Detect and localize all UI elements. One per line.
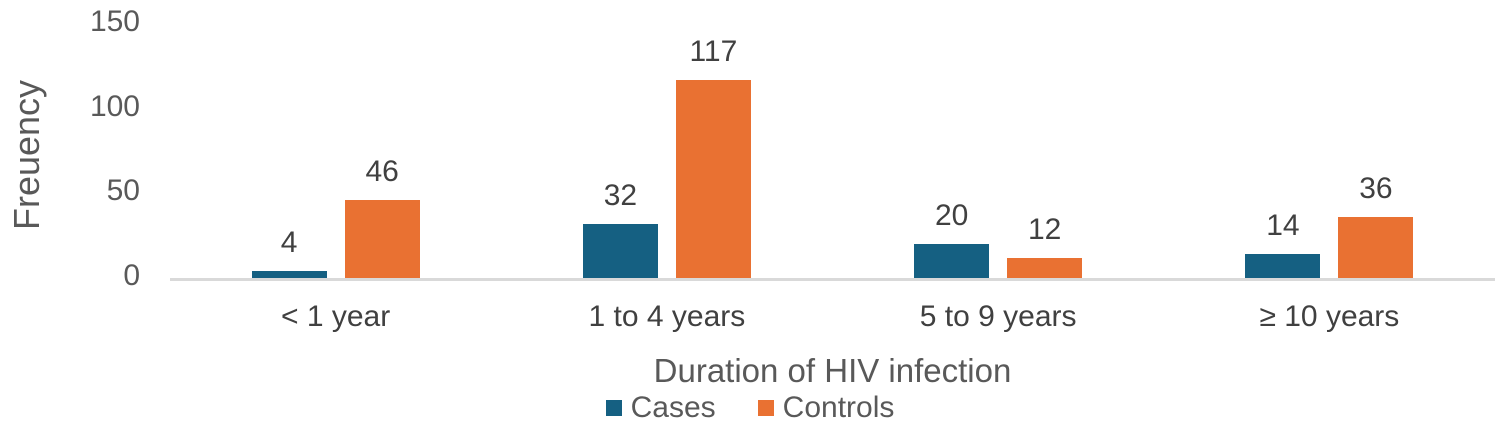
bar-with-label: 4 [251,226,327,278]
y-tick-label: 150 [89,5,140,38]
legend-item-controls: Controls [757,391,895,425]
x-axis-category-labels: < 1 year 1 to 4 years 5 to 9 years ≥ 10 yea… [170,300,1495,334]
bar-cases [1245,254,1321,278]
bar-cases [251,271,327,278]
bar-controls [344,200,420,278]
bar-controls [1338,217,1414,278]
plot-area: 4 46 32 117 20 12 14 36 [170,24,1495,281]
legend: Cases Controls [0,391,1500,425]
bar-group: 32 117 [501,36,832,278]
legend-label: Cases [630,391,716,424]
x-category-label: 1 to 4 years [588,300,746,333]
bar-with-label: 36 [1338,172,1414,278]
x-category-label: 5 to 9 years [919,300,1077,333]
legend-swatch-icon [605,400,622,416]
data-value-label: 32 [603,179,638,212]
data-value-label: 14 [1266,209,1300,242]
bar-with-label: 32 [582,179,658,278]
bar-cases [582,224,658,278]
data-value-label: 20 [934,199,969,232]
data-value-label: 36 [1359,172,1393,205]
y-tick-label: 0 [123,259,140,292]
x-category-label: ≥ 10 years [1259,300,1400,333]
bar-group: 20 12 [833,200,1164,278]
legend-item-cases: Cases [605,391,716,425]
data-value-label: 4 [280,226,298,259]
data-value-label: 12 [1027,213,1062,246]
bar-with-label: 12 [1007,213,1083,278]
bar-group: 14 36 [1164,173,1495,278]
bar-controls [1007,258,1083,278]
bar-group: 4 46 [170,156,501,278]
bar-with-label: 117 [675,35,751,278]
data-value-label: 117 [689,35,738,68]
x-axis-title: Duration of HIV infection [653,352,1012,389]
bar-with-label: 14 [1245,209,1321,278]
bar-cases [914,244,990,278]
legend-label: Controls [782,391,895,424]
legend-swatch-icon [757,400,774,416]
bar-with-label: 46 [344,155,420,278]
bar-with-label: 20 [914,199,990,278]
data-value-label: 46 [365,155,399,188]
y-tick-label: 50 [106,174,140,208]
y-tick-label: 100 [89,89,140,123]
x-category-label: < 1 year [281,300,391,333]
bar-controls [675,80,751,278]
